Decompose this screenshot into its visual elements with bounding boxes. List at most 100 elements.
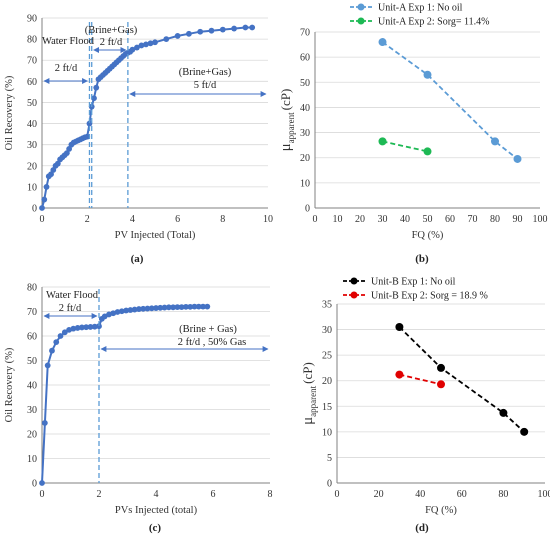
data-point	[395, 323, 404, 332]
data-point	[219, 26, 226, 33]
series-line	[41, 26, 253, 209]
data-point	[378, 137, 387, 146]
y-axis-label-unit: (cP)	[300, 362, 315, 384]
y-tick-label: 80	[27, 35, 37, 46]
data-point	[242, 24, 249, 31]
chart-c: 0 10 20 30 40 50 60 70 80 0 2 4 6 8 PVs Injected (tota…	[4, 283, 273, 535]
data-point	[57, 333, 64, 339]
data-point	[437, 380, 445, 389]
series-line	[382, 140, 428, 153]
data-point	[178, 304, 185, 310]
data-point	[70, 325, 77, 332]
legend-marker	[357, 17, 365, 25]
data-point	[423, 70, 432, 79]
y-axis-label-unit: (cP)	[278, 89, 293, 111]
data-point	[93, 84, 100, 91]
data-point	[148, 305, 155, 312]
y-axis-label-subscript: apparent	[308, 385, 318, 416]
x-tick-label: 0	[40, 214, 45, 225]
x-axis-label: FQ (%)	[412, 230, 444, 241]
data-point	[143, 41, 149, 48]
x-tick-label: 80	[498, 489, 508, 500]
data-point	[83, 324, 90, 331]
data-point	[197, 28, 204, 35]
data-point	[87, 324, 94, 330]
y-tick-label: 5	[327, 453, 332, 464]
data-point	[152, 39, 158, 46]
data-point	[53, 339, 60, 346]
x-axis-label: PV Injected (Total)	[115, 230, 196, 241]
data-point	[423, 147, 432, 156]
legend-marker	[357, 3, 365, 11]
y-tick-label: 10	[27, 454, 37, 465]
data-point	[140, 305, 147, 312]
data-point	[204, 303, 211, 310]
data-point	[174, 304, 181, 310]
x-tick-label: 90	[513, 214, 523, 225]
data-point	[147, 40, 154, 47]
x-tick-label: 20	[374, 489, 384, 500]
brine-gas-1-label: (Brine+Gas)	[85, 25, 138, 36]
y-tick-label: 40	[27, 119, 37, 130]
legend-label: Unit-B Exp 2: Sorg = 18.9 %	[371, 291, 488, 302]
chart-d: 0 5 10 15 20 25 30 35 0 20 40 60 80 100 FQ (%) (d) μappa…	[300, 277, 550, 535]
chart-b: 0 10 20 30 40 50 60 70 0 10 20 30 40 50 60 70 80 90 100 FQ …	[278, 3, 548, 266]
data-point	[127, 307, 134, 313]
x-tick-label: 2	[85, 214, 90, 225]
brine-gas-1-rate: 2 ft/d	[100, 37, 123, 48]
data-point	[131, 306, 138, 313]
data-point	[195, 303, 202, 310]
data-point	[153, 305, 159, 311]
y-tick-label: 40	[300, 103, 310, 114]
x-tick-label: 2	[97, 489, 102, 500]
data-point	[378, 38, 387, 47]
data-point	[437, 363, 445, 372]
brine-gas-2-label: (Brine+Gas)	[179, 67, 232, 78]
data-point	[208, 27, 215, 34]
data-point	[96, 323, 102, 330]
legend-marker	[350, 277, 358, 285]
data-point	[86, 120, 93, 127]
data-point	[134, 44, 140, 51]
x-tick-label: 60	[457, 489, 467, 500]
x-tick-label: 0	[335, 489, 340, 500]
data-point	[74, 325, 81, 331]
y-axis-label-subscript: apparent	[286, 112, 296, 143]
y-tick-label: 50	[27, 356, 37, 367]
y-tick-label: 35	[322, 300, 332, 311]
data-point	[161, 304, 168, 311]
data-point	[191, 303, 198, 310]
y-axis-label: μapparent(cP)	[300, 362, 318, 425]
data-point	[200, 303, 206, 310]
x-tick-label: 4	[154, 489, 159, 500]
data-point	[249, 24, 256, 31]
data-point	[61, 329, 68, 336]
data-point	[157, 304, 164, 311]
x-tick-label: 50	[423, 214, 433, 225]
y-axis-label: μapparent(cP)	[278, 89, 296, 152]
data-point	[39, 480, 45, 486]
data-point	[491, 137, 499, 146]
data-point	[136, 306, 142, 312]
y-tick-label: 20	[300, 153, 310, 164]
data-point	[231, 25, 238, 32]
y-tick-label: 10	[27, 182, 37, 193]
data-point	[183, 303, 189, 310]
y-axis-label: Oil Recovery (%)	[4, 347, 15, 422]
x-tick-label: 40	[400, 214, 410, 225]
data-point	[79, 324, 85, 331]
data-point	[84, 133, 91, 140]
y-tick-label: 30	[322, 325, 332, 336]
x-tick-label: 10	[333, 214, 343, 225]
y-axis-label: Oil Recovery (%)	[4, 75, 15, 150]
data-point	[186, 30, 192, 37]
panel-label: (d)	[415, 522, 429, 534]
data-point	[499, 408, 508, 417]
y-tick-label: 50	[300, 78, 310, 89]
waterflood-label: Water Flood	[46, 290, 99, 301]
x-tick-label: 20	[355, 214, 365, 225]
y-tick-label: 40	[27, 381, 37, 392]
y-tick-label: 0	[327, 479, 332, 490]
data-point	[138, 42, 145, 49]
